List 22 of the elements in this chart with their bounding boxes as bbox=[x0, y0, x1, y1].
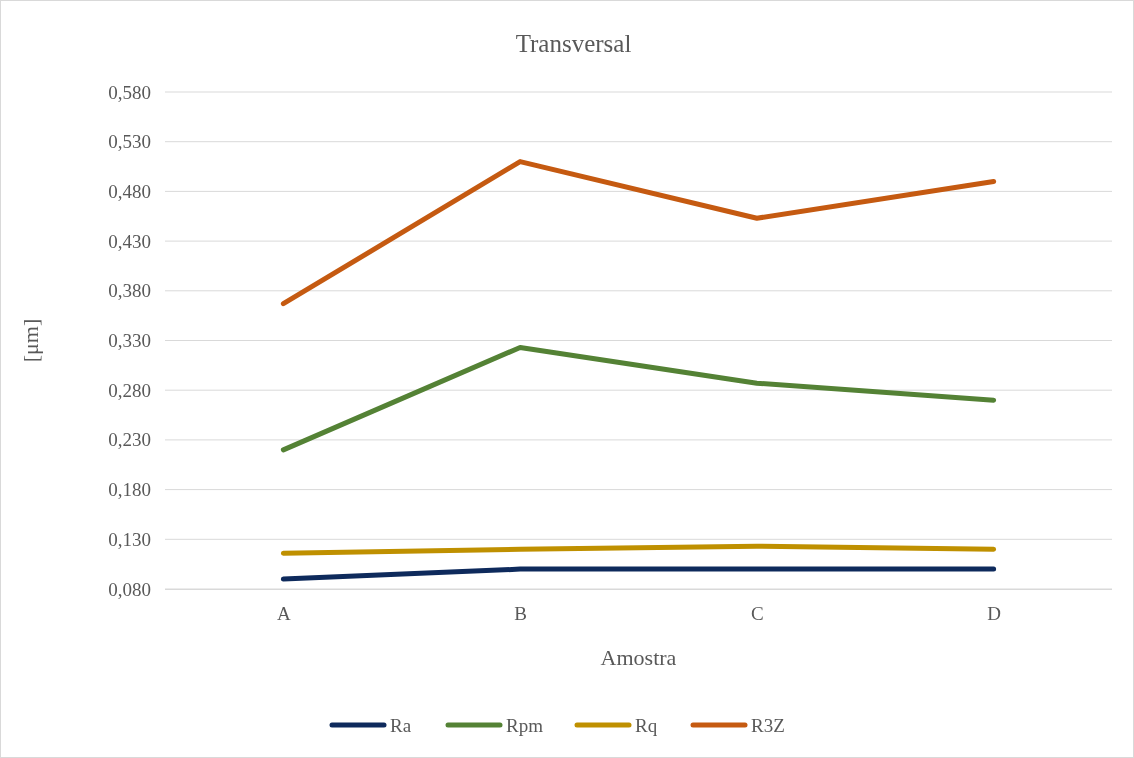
y-tick-label: 0,330 bbox=[108, 330, 151, 352]
legend-label: Ra bbox=[390, 715, 412, 736]
y-axis-title: [μm] bbox=[18, 318, 43, 363]
y-tick-label: 0,380 bbox=[108, 280, 151, 302]
y-tick-label: 0,480 bbox=[108, 180, 151, 202]
y-tick-label: 0,280 bbox=[108, 379, 151, 401]
x-tick-label: A bbox=[277, 603, 292, 625]
legend-label: R3Z bbox=[751, 715, 785, 736]
y-tick-label: 0,130 bbox=[108, 528, 151, 550]
y-tick-label: 0,080 bbox=[108, 578, 151, 600]
x-tick-label: C bbox=[751, 603, 764, 625]
y-tick-label: 0,580 bbox=[108, 81, 151, 103]
x-tick-label: B bbox=[514, 603, 527, 625]
legend-label: Rpm bbox=[506, 715, 544, 736]
x-axis-title: Amostra bbox=[600, 645, 677, 670]
y-tick-label: 0,230 bbox=[108, 429, 151, 451]
y-tick-label: 0,180 bbox=[108, 479, 151, 501]
chart-title: Transversal bbox=[515, 30, 632, 57]
y-tick-label: 0,430 bbox=[108, 230, 151, 252]
x-tick-label: D bbox=[987, 603, 1001, 625]
y-tick-label: 0,530 bbox=[108, 131, 151, 153]
legend-label: Rq bbox=[635, 715, 658, 736]
